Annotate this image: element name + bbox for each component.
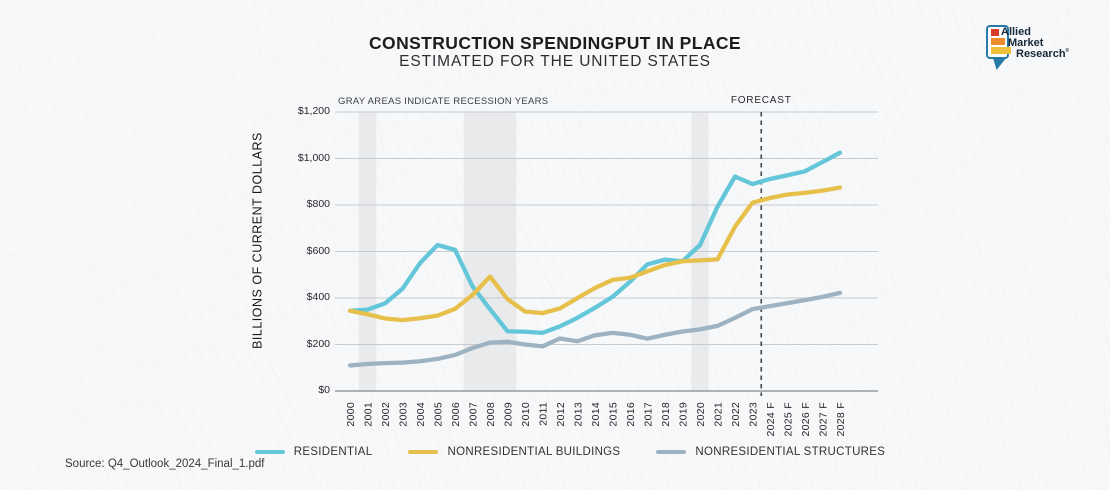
chart-legend: RESIDENTIAL NONRESIDENTIAL BUILDINGS NONRE…: [254, 446, 885, 458]
x-tick-label: 2002: [380, 402, 392, 427]
x-tick-label: 2006: [450, 402, 462, 427]
x-tick-label: 2019: [677, 402, 689, 427]
x-tick-label: 2004: [415, 402, 427, 427]
logo-orange-bar-icon: [991, 38, 1005, 45]
legend-item-nonresidential-structures: NONRESIDENTIAL STRUCTURES: [656, 446, 885, 458]
y-tick-label: $600: [306, 244, 330, 257]
legend-swatch-icon: [408, 449, 439, 455]
logo-red-bar-icon: [991, 29, 999, 36]
x-tick-label: 2025 F: [782, 402, 794, 437]
x-tick-label: 2020: [695, 402, 707, 427]
x-tick-label: 2022: [730, 402, 742, 427]
page-subtitle: ESTIMATED FOR THE UNITED STATES: [399, 53, 711, 70]
x-tick-label: 2026 F: [800, 402, 812, 437]
allied-market-research-logo: Allied Market Research®: [984, 20, 1099, 78]
series-line-residential: [347, 150, 843, 336]
x-tick-label: 2013: [572, 402, 584, 427]
y-tick-label: $400: [306, 291, 330, 303]
x-tick-label: 2021: [712, 402, 724, 427]
series-line-nonresidential-buildings: [347, 185, 843, 323]
legend-item-nonresidential-buildings: NONRESIDENTIAL BUILDINGS: [408, 446, 620, 458]
legend-item-residential: RESIDENTIAL: [254, 446, 373, 458]
legend-label: NONRESIDENTIAL STRUCTURES: [695, 446, 886, 458]
x-tick-label: 2010: [520, 402, 532, 427]
logo-text-line1: Allied: [1001, 26, 1031, 38]
x-tick-label: 2011: [537, 402, 549, 426]
x-tick-label: 2027 F: [817, 402, 829, 437]
x-tick-label: 2018: [660, 402, 672, 427]
legend-swatch-icon: [656, 449, 687, 455]
x-tick-label: 2008: [485, 402, 497, 427]
recession-annotation: GRAY AREAS INDICATE RECESSION YEARS: [338, 96, 549, 107]
x-tick-label: 2014: [590, 402, 602, 427]
x-tick-label: 2001: [362, 402, 374, 427]
source-note: Source: Q4_Outlook_2024_Final_1.pdf: [65, 458, 265, 470]
y-tick-label: $200: [306, 337, 330, 350]
x-tick-label: 2007: [467, 402, 479, 427]
registered-trademark-icon: ®: [1065, 48, 1070, 54]
legend-label: RESIDENTIAL: [293, 446, 373, 458]
legend-label: NONRESIDENTIAL BUILDINGS: [447, 446, 621, 458]
legend-swatch-icon: [254, 449, 285, 455]
logo-text-line2: Market: [1008, 37, 1044, 49]
x-tick-label: 2005: [432, 402, 444, 427]
logo-text-line3: Research®: [1016, 48, 1070, 60]
logo-yellow-bar-icon: [991, 47, 1011, 54]
y-tick-label: $1,200: [297, 105, 330, 117]
x-tick-label: 2016: [625, 402, 637, 427]
y-tick-label: $800: [306, 198, 330, 210]
forecast-label: FORECAST: [730, 95, 792, 106]
series-line-nonresidential-structures: [347, 290, 843, 368]
x-tick-label: 2028 F: [835, 402, 847, 437]
page-title: CONSTRUCTION SPENDINGPUT IN PLACE: [369, 33, 741, 53]
x-tick-label: 2003: [397, 402, 409, 427]
x-tick-label: 2009: [502, 402, 514, 427]
x-tick-label: 2017: [642, 402, 654, 427]
x-tick-label: 2023: [747, 402, 759, 427]
y-tick-label: $1,000: [297, 151, 330, 164]
x-tick-label: 2012: [555, 402, 567, 427]
x-tick-label: 2000: [345, 402, 357, 427]
x-tick-label: 2024 F: [765, 402, 777, 437]
y-tick-label: $0: [318, 384, 330, 396]
x-tick-label: 2015: [607, 402, 619, 427]
